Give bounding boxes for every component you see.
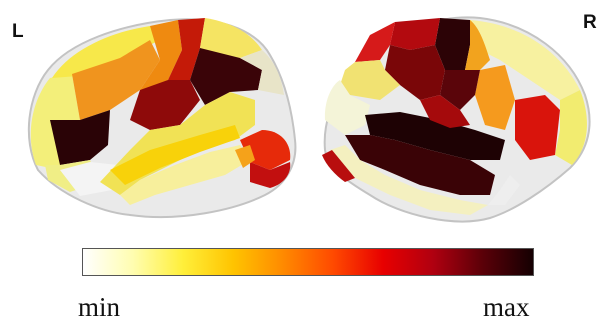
left-region-supramarginal (190, 48, 262, 105)
colorbar (82, 248, 534, 276)
left-region-superior-frontal (52, 26, 160, 78)
left-region-middle-frontal (72, 40, 160, 120)
left-region-insula-white (60, 162, 118, 196)
right-region-middle-frontal (515, 95, 560, 160)
right-region-superior-frontal (470, 20, 580, 100)
right-region-caudal-frontal (465, 20, 490, 70)
left-region-postcentral (130, 80, 200, 130)
right-region-banks-sts (420, 95, 470, 128)
left-region-inferior-frontal (50, 110, 110, 165)
right-region-middle-temporal (345, 135, 495, 195)
left-region-angular (240, 50, 284, 95)
right-region-frontal-pole (555, 90, 587, 165)
right-region-superior-parietal (355, 22, 395, 62)
right-region-superior-temporal (365, 112, 505, 160)
colorbar-min-label: min (78, 292, 121, 322)
left-region-superior-temporal (120, 145, 250, 205)
left-region-central (168, 18, 205, 80)
left-region-lateral-occipital (235, 145, 255, 168)
right-region-occipital-inferior (322, 150, 355, 182)
left-hemisphere-label: L (12, 21, 24, 42)
right-region-lateral-occipital (324, 80, 370, 135)
right-region-inferior-frontal (475, 65, 515, 130)
right-region-supramarginal (385, 45, 445, 100)
right-region-temporal-pole (488, 175, 520, 205)
right-region-angular (340, 60, 400, 100)
right-hemisphere-label: R (583, 12, 597, 33)
left-region-occipital-pole (250, 162, 291, 188)
colorbar-max-label: max (483, 292, 530, 322)
left-hemisphere (27, 18, 297, 218)
right-hemisphere (322, 16, 591, 223)
brain-renderings (27, 16, 591, 223)
right-region-precentral (435, 18, 470, 70)
right-region-postcentral-lower (440, 70, 480, 110)
right-region-postcentral (390, 18, 440, 50)
left-region-middle-temporal (110, 125, 240, 185)
left-region-superior-parietal (200, 18, 262, 58)
right-region-inferior-temporal (330, 145, 488, 215)
